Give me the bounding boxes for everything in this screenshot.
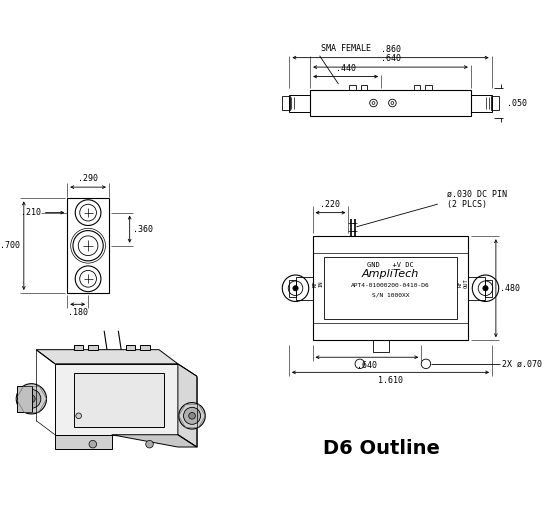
- Polygon shape: [112, 434, 197, 447]
- Bar: [312, 236, 469, 340]
- Polygon shape: [178, 364, 197, 447]
- Text: GND   +V DC: GND +V DC: [367, 262, 414, 268]
- Polygon shape: [36, 350, 178, 364]
- Circle shape: [483, 285, 488, 291]
- Text: .640: .640: [357, 361, 377, 370]
- Bar: [490, 96, 499, 109]
- Bar: [425, 85, 432, 90]
- Bar: [485, 280, 492, 297]
- Polygon shape: [88, 345, 98, 350]
- Text: .290: .290: [78, 174, 98, 183]
- Text: 2X ø.070: 2X ø.070: [501, 359, 542, 368]
- Text: RF
IN: RF IN: [313, 280, 324, 287]
- Bar: [295, 277, 312, 300]
- Text: .050: .050: [507, 99, 527, 107]
- Text: .210: .210: [21, 208, 41, 217]
- Bar: [67, 199, 109, 293]
- Bar: [469, 277, 486, 300]
- Bar: [361, 85, 367, 90]
- Bar: [471, 94, 492, 111]
- Text: .700: .700: [0, 241, 20, 250]
- Text: AmpliTech: AmpliTech: [362, 269, 419, 279]
- Polygon shape: [74, 345, 83, 350]
- Circle shape: [189, 412, 195, 419]
- Circle shape: [22, 390, 41, 408]
- Polygon shape: [55, 364, 178, 434]
- Circle shape: [179, 402, 205, 429]
- Polygon shape: [74, 373, 164, 427]
- Circle shape: [89, 440, 96, 448]
- Text: 1.610: 1.610: [378, 376, 403, 385]
- Bar: [414, 85, 420, 90]
- Bar: [282, 96, 290, 109]
- Circle shape: [293, 285, 298, 291]
- Text: ø.030 DC PIN: ø.030 DC PIN: [447, 190, 507, 199]
- Circle shape: [76, 413, 81, 418]
- Text: RF
OUT: RF OUT: [457, 279, 468, 288]
- Polygon shape: [126, 345, 135, 350]
- Bar: [310, 90, 471, 116]
- Text: .360: .360: [134, 224, 154, 234]
- Circle shape: [184, 407, 201, 424]
- Bar: [349, 85, 356, 90]
- Polygon shape: [55, 434, 112, 449]
- Bar: [289, 94, 310, 111]
- Polygon shape: [17, 385, 32, 412]
- Text: (2 PLCS): (2 PLCS): [447, 200, 487, 208]
- Circle shape: [28, 395, 35, 402]
- Text: .860: .860: [380, 45, 401, 54]
- Bar: [324, 257, 457, 319]
- Circle shape: [146, 440, 153, 448]
- Text: .440: .440: [336, 64, 356, 73]
- Text: .220: .220: [320, 200, 341, 209]
- Bar: [373, 340, 389, 351]
- Text: D6 Outline: D6 Outline: [323, 440, 439, 458]
- Text: .180: .180: [68, 308, 88, 317]
- Circle shape: [16, 384, 46, 414]
- Text: APT4-01000200-0410-D6: APT4-01000200-0410-D6: [351, 283, 430, 288]
- Bar: [289, 280, 296, 297]
- Text: .480: .480: [500, 284, 520, 293]
- Text: S/N 1000XX: S/N 1000XX: [372, 293, 409, 297]
- Text: SMA FEMALE: SMA FEMALE: [320, 44, 371, 53]
- Text: .640: .640: [380, 54, 401, 63]
- Polygon shape: [140, 345, 149, 350]
